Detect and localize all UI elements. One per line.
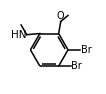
Text: Br: Br (81, 45, 91, 55)
Text: Br: Br (71, 61, 82, 71)
Text: O: O (57, 11, 65, 21)
Text: HN: HN (11, 30, 26, 40)
